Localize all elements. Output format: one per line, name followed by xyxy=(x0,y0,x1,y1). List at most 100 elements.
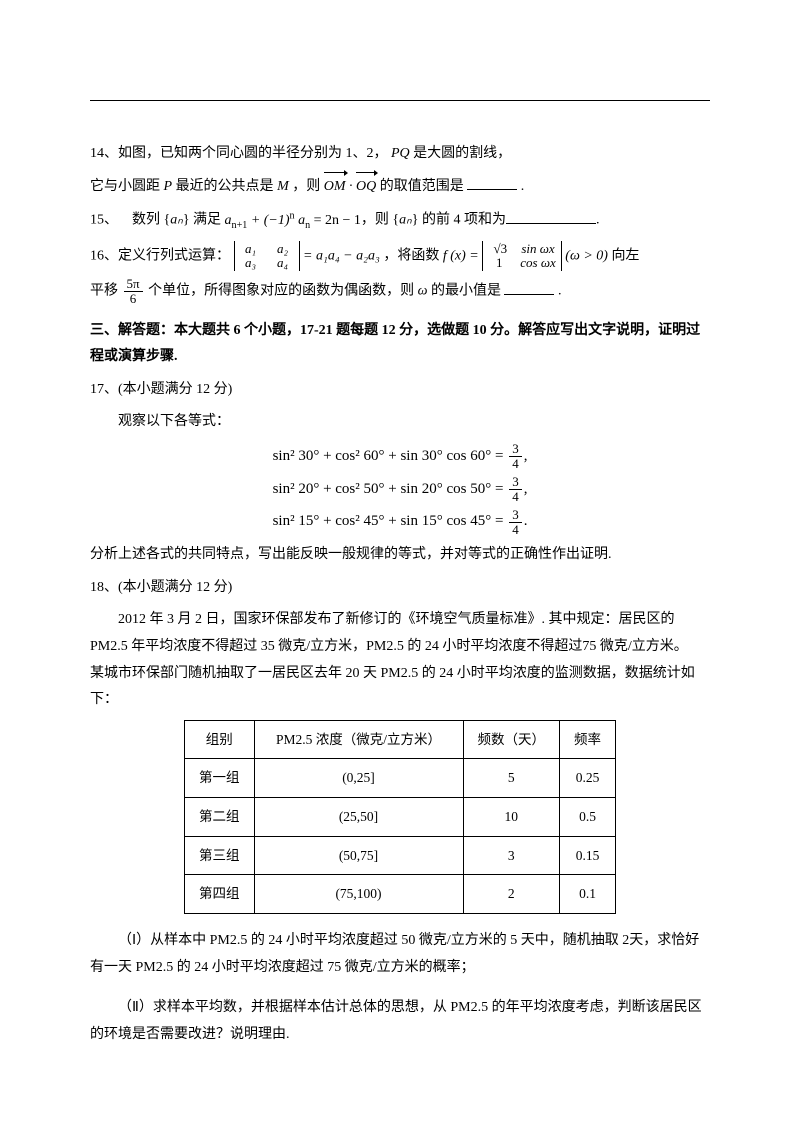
q15-m2: ，则 { xyxy=(361,213,399,228)
d2-11: √3 xyxy=(489,242,511,256)
q14-pq: PQ xyxy=(391,146,410,161)
e1n: 3 xyxy=(509,442,522,457)
q14-l2c: ，则 xyxy=(292,179,324,194)
exam-page: 14、如图，已知两个同心圆的半径分别为 1、2， PQ 是大圆的割线， 它与小圆… xyxy=(0,0,800,1132)
q16-om: ω xyxy=(418,284,428,299)
r4c4: 0.1 xyxy=(560,875,616,914)
q15-rhs: = 2n − 1 xyxy=(310,213,361,228)
q15-plus: + (−1) xyxy=(247,213,289,228)
th-rate: 频率 xyxy=(560,720,616,759)
q14-l2a: 它与小圆距 xyxy=(90,179,164,194)
q16-tail1: 向左 xyxy=(611,248,639,263)
e3p: . xyxy=(524,513,528,529)
question-16-line2: 平移 5π6 个单位，所得图象对应的函数为偶函数，则 ω 的最小值是 . xyxy=(90,277,710,305)
question-14: 14、如图，已知两个同心圆的半径分别为 1、2， PQ 是大圆的割线， xyxy=(90,141,710,168)
q15-m3: } 的前 4 项和为 xyxy=(412,213,506,228)
q17-tail: 分析上述各式的共同特点，写出能反映一般规律的等式，并对等式的正确性作出证明. xyxy=(90,542,710,569)
th-conc: PM2.5 浓度（微克/立方米） xyxy=(254,720,463,759)
section-3-title: 三、解答题：本大题共 6 个小题，17-21 题每题 12 分，选做题 10 分… xyxy=(90,318,710,371)
table-row: 第三组 (50,75] 3 0.15 xyxy=(185,836,616,875)
q16-f: f (x) = xyxy=(443,248,482,263)
r3c3: 3 xyxy=(463,836,560,875)
q18-p3: （Ⅱ）求样本平均数，并根据样本估计总体的思想，从 PM2.5 的年平均浓度考虑，… xyxy=(90,995,710,1048)
table-header-row: 组别 PM2.5 浓度（微克/立方米） 频数（天） 频率 xyxy=(185,720,616,759)
r3c1: 第三组 xyxy=(185,836,255,875)
q15-sub1: n+1 xyxy=(232,220,248,231)
det-2: √3 sin ωx 1 cos ωx xyxy=(482,241,562,272)
q16-prefix: 16、定义行列式运算： xyxy=(90,248,230,263)
r4c1: 第四组 xyxy=(185,875,255,914)
frac-5pi6: 5π6 xyxy=(124,277,143,305)
q15-m1: } 满足 xyxy=(183,213,225,228)
q15-period: . xyxy=(596,213,600,228)
r2c1: 第二组 xyxy=(185,797,255,836)
e3n: 3 xyxy=(509,508,522,523)
r2c3: 10 xyxy=(463,797,560,836)
vector-oq: OQ xyxy=(356,174,376,201)
d1-21: a₃ xyxy=(240,256,262,270)
vector-om: OM xyxy=(324,174,346,201)
det-1: a₁ a₂ a₃ a₄ xyxy=(234,241,300,272)
th-freq: 频数（天） xyxy=(463,720,560,759)
eq2-l: sin² 20° + cos² 50° + sin 20° cos 50° = xyxy=(273,481,508,497)
r3c4: 0.15 xyxy=(560,836,616,875)
d1-12: a₂ xyxy=(272,242,294,256)
eq3-l: sin² 15° + cos² 45° + sin 15° cos 45° = xyxy=(273,513,508,529)
r1c3: 5 xyxy=(463,759,560,798)
q16-m1: ，将函数 xyxy=(383,248,443,263)
table-row: 第一组 (0,25] 5 0.25 xyxy=(185,759,616,798)
q14-m: M xyxy=(277,179,289,194)
e1d: 4 xyxy=(509,457,522,471)
d2-12: sin ωx xyxy=(521,242,554,256)
question-16: 16、定义行列式运算： a₁ a₂ a₃ a₄ = a₁a₄ − a₂a₃ ，将函数… xyxy=(90,241,710,272)
e2c: , xyxy=(524,481,528,497)
table-row: 第四组 (75,100) 2 0.1 xyxy=(185,875,616,914)
q14-text: 14、如图，已知两个同心圆的半径分别为 1、2， xyxy=(90,146,388,161)
e3d: 4 xyxy=(509,523,522,537)
q16-blank xyxy=(504,280,554,295)
d2-21: 1 xyxy=(488,256,510,270)
dot-op: · xyxy=(349,179,356,194)
r1c1: 第一组 xyxy=(185,759,255,798)
q14-period: . xyxy=(521,179,525,194)
top-rule xyxy=(90,100,710,101)
e2n: 3 xyxy=(509,475,522,490)
r1c2: (0,25] xyxy=(254,759,463,798)
q17-head: 17、(本小题满分 12 分) xyxy=(90,377,710,404)
q14-mid: 是大圆的割线， xyxy=(413,146,511,161)
pm25-table: 组别 PM2.5 浓度（微克/立方米） 频数（天） 频率 第一组 (0,25] … xyxy=(184,720,616,914)
q14-l2b: 最近的公共点是 xyxy=(176,179,278,194)
question-14-line2: 它与小圆距 P 最近的公共点是 M ，则 OM · OQ 的取值范围是 . xyxy=(90,174,710,201)
r4c3: 2 xyxy=(463,875,560,914)
q15-blank xyxy=(506,209,596,224)
q14-p: P xyxy=(164,179,173,194)
q16-period: . xyxy=(558,284,562,299)
r1c4: 0.25 xyxy=(560,759,616,798)
q15-a2: a xyxy=(295,213,306,228)
r4c2: (75,100) xyxy=(254,875,463,914)
q15-a: a xyxy=(225,213,232,228)
eq1-l: sin² 30° + cos² 60° + sin 30° cos 60° = xyxy=(273,448,508,464)
q17-equations: sin² 30° + cos² 60° + sin 30° cos 60° = … xyxy=(90,442,710,536)
q17-sub: 观察以下各等式： xyxy=(90,409,710,436)
q15-an2: aₙ xyxy=(399,213,412,228)
d2-22: cos ωx xyxy=(520,256,556,270)
q16-l2c: 的最小值是 xyxy=(431,284,501,299)
q16-eqdet: = a₁a₄ − a₂a₃ xyxy=(303,248,380,263)
q14-l2d: 的取值范围是 xyxy=(380,179,464,194)
d1-11: a₁ xyxy=(240,242,262,256)
eq3: sin² 15° + cos² 45° + sin 15° cos 45° = … xyxy=(90,507,710,536)
table-row: 第二组 (25,50] 10 0.5 xyxy=(185,797,616,836)
th-group: 组别 xyxy=(185,720,255,759)
q15-prefix: 15、 数列 { xyxy=(90,213,170,228)
q14-blank xyxy=(467,175,517,190)
r2c2: (25,50] xyxy=(254,797,463,836)
r3c2: (50,75] xyxy=(254,836,463,875)
q18-head: 18、(本小题满分 12 分) xyxy=(90,575,710,602)
frac-num: 5π xyxy=(124,277,143,292)
q16-l2a: 平移 xyxy=(90,284,122,299)
q18-p1: 2012 年 3 月 2 日，国家环保部发布了新修订的《环境空气质量标准》. 其… xyxy=(90,607,710,713)
e2d: 4 xyxy=(509,490,522,504)
eq1: sin² 30° + cos² 60° + sin 30° cos 60° = … xyxy=(90,442,710,471)
d1-22: a₄ xyxy=(272,256,294,270)
